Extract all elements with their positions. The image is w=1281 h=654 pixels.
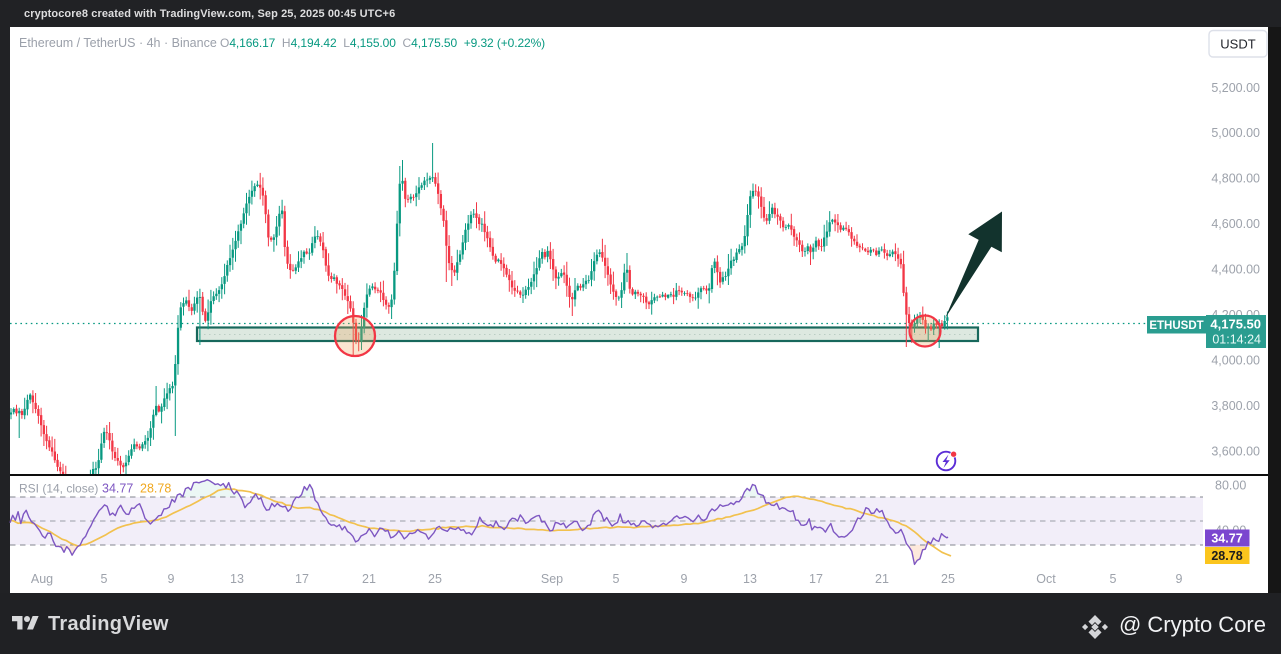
- svg-text:17: 17: [295, 572, 309, 586]
- svg-text:5: 5: [1110, 572, 1117, 586]
- svg-text:9: 9: [681, 572, 688, 586]
- svg-text:5,200.00: 5,200.00: [1211, 81, 1260, 95]
- svg-text:4,600.00: 4,600.00: [1211, 217, 1260, 231]
- svg-text:5: 5: [613, 572, 620, 586]
- svg-text:28.78: 28.78: [140, 482, 171, 496]
- svg-text:4,000.00: 4,000.00: [1211, 354, 1260, 368]
- svg-text:34.77: 34.77: [1211, 532, 1242, 546]
- svg-text:5: 5: [101, 572, 108, 586]
- svg-text:3,600.00: 3,600.00: [1211, 445, 1260, 459]
- svg-text:ETHUSDT: ETHUSDT: [1149, 320, 1203, 332]
- svg-text:Oct: Oct: [1036, 572, 1056, 586]
- svg-text:13: 13: [230, 572, 244, 586]
- svg-text:21: 21: [875, 572, 889, 586]
- svg-text:RSI (14, close): RSI (14, close): [19, 482, 98, 496]
- svg-text:28.78: 28.78: [1211, 549, 1242, 563]
- svg-text:3,800.00: 3,800.00: [1211, 399, 1260, 413]
- svg-text:01:14:24: 01:14:24: [1212, 333, 1261, 347]
- svg-text:80.00: 80.00: [1215, 479, 1246, 493]
- svg-text:25: 25: [428, 572, 442, 586]
- svg-text:USDT: USDT: [1220, 37, 1255, 52]
- svg-text:13: 13: [743, 572, 757, 586]
- svg-text:Ethereum / TetherUS · 4h · Bin: Ethereum / TetherUS · 4h · Binance: [19, 36, 217, 50]
- svg-text:17: 17: [809, 572, 823, 586]
- svg-text:4,800.00: 4,800.00: [1211, 172, 1260, 186]
- svg-text:25: 25: [941, 572, 955, 586]
- svg-text:21: 21: [362, 572, 376, 586]
- svg-text:Sep: Sep: [541, 572, 563, 586]
- svg-text:9: 9: [1176, 572, 1183, 586]
- svg-text:4,400.00: 4,400.00: [1211, 263, 1260, 277]
- svg-text:34.77: 34.77: [102, 482, 133, 496]
- svg-text:O4,166.17 H4,194.42 L4,155.0: O4,166.17 H4,194.42 L4,155.00 C4,175.50 …: [220, 36, 545, 50]
- svg-text:9: 9: [168, 572, 175, 586]
- svg-text:4,175.50: 4,175.50: [1210, 317, 1261, 332]
- svg-text:5,000.00: 5,000.00: [1211, 126, 1260, 140]
- svg-text:Aug: Aug: [31, 572, 53, 586]
